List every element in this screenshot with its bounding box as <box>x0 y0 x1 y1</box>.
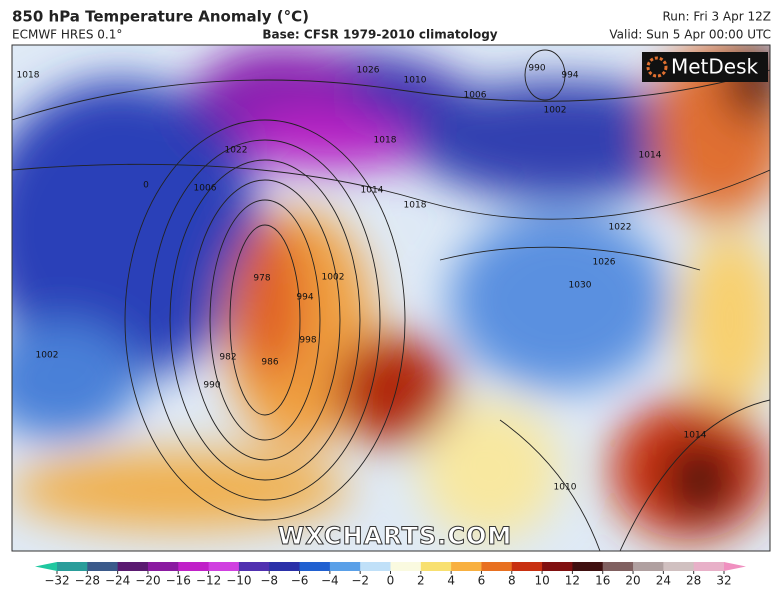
colorbar-tick-label: −20 <box>135 574 160 588</box>
isobars <box>12 49 770 551</box>
colorbar-tick-label: 0 <box>387 574 395 588</box>
colorbar-segment <box>693 562 725 571</box>
isobar-label: 982 <box>219 353 236 363</box>
isobar-label: 990 <box>203 381 220 391</box>
isobar-label: 994 <box>296 293 313 303</box>
colorbar-tick-label: −10 <box>226 574 251 588</box>
colorbar-tick-label: −32 <box>44 574 69 588</box>
map-frame <box>11 44 771 552</box>
isobar-label: 0 <box>143 181 149 191</box>
colorbar: −32 −28 −24 −20 −16 −12 −10 −8 −6 −4 −2 0 2 4 6 8 10 12 16… <box>35 562 746 588</box>
colorbar-segment <box>178 562 210 571</box>
isobar-label: 1026 <box>593 258 616 268</box>
colorbar-tick-label: −28 <box>75 574 100 588</box>
colorbar-segment <box>57 562 88 571</box>
base: Base: CFSR 1979-2010 climatology <box>262 28 497 42</box>
isobar-label: 1022 <box>609 223 632 233</box>
colorbar-segment <box>360 562 391 571</box>
colorbar-segment <box>663 562 695 571</box>
colorbar-tick-label: 28 <box>686 574 701 588</box>
isobar-label: 1014 <box>361 186 384 196</box>
colorbar-segment <box>481 562 513 571</box>
isobar-label: 1018 <box>404 201 427 211</box>
colorbar-segment <box>451 562 482 571</box>
colorbar-over <box>724 562 746 571</box>
isobar-label: 978 <box>253 274 270 284</box>
watermark: WXCHARTS.COM <box>278 522 512 550</box>
isobar-label: 1018 <box>17 71 40 81</box>
isobar-label: 1026 <box>357 66 380 76</box>
isobar-label: 1018 <box>374 136 397 146</box>
isobar-label: 1006 <box>464 91 487 101</box>
colorbar-segment <box>238 562 270 571</box>
model: ECMWF HRES 0.1° <box>12 28 122 42</box>
colorbar-segment <box>208 562 240 571</box>
valid: Valid: Sun 5 Apr 00:00 UTC <box>609 28 771 42</box>
colorbar-tick-label: 20 <box>625 574 640 588</box>
colorbar-tick-label: −4 <box>321 574 339 588</box>
colorbar-tick-label: −12 <box>196 574 221 588</box>
colorbar-segment <box>602 562 634 571</box>
colorbar-tick-label: −6 <box>291 574 309 588</box>
colorbar-tick-label: −2 <box>351 574 369 588</box>
colorbar-segment <box>87 562 119 571</box>
colorbar-segment <box>572 562 604 571</box>
isobar-label: 1010 <box>554 483 577 493</box>
run: Run: Fri 3 Apr 12Z <box>663 10 772 24</box>
isobar-label: 1002 <box>322 273 345 283</box>
isobar-label: 1010 <box>404 76 427 86</box>
colorbar-segment <box>329 562 361 571</box>
logo-box <box>642 52 768 82</box>
map <box>12 45 770 551</box>
isobar-label: 1002 <box>36 351 59 361</box>
colorbar-segment <box>299 562 331 571</box>
colorbar-tick-label: −24 <box>105 574 130 588</box>
colorbar-segment <box>420 562 452 571</box>
colorbar-tick-label: 10 <box>534 574 549 588</box>
colorbar-segment <box>542 562 573 571</box>
colorbar-tick-label: −8 <box>260 574 278 588</box>
colorbar-tick-label: 32 <box>716 574 731 588</box>
colorbar-tick-label: 12 <box>565 574 580 588</box>
colorbar-under <box>35 562 57 571</box>
isobar-label: 998 <box>299 336 316 346</box>
isobar-label: 1030 <box>569 281 592 291</box>
logo: MetDesk <box>671 55 759 79</box>
isobar-label: 1006 <box>194 184 217 194</box>
logo-icon <box>646 56 668 78</box>
isobar-label: 1022 <box>225 146 248 156</box>
isobar-label: 1002 <box>544 106 567 116</box>
isobar-label: 994 <box>561 71 578 81</box>
colorbar-segment <box>269 562 301 571</box>
isobar-label: 986 <box>261 358 278 368</box>
colorbar-segment <box>633 562 664 571</box>
isobar-label: 1014 <box>684 431 707 441</box>
colorbar-tick-label: 8 <box>508 574 516 588</box>
colorbar-tick-label: 16 <box>595 574 610 588</box>
colorbar-tick-label: 24 <box>656 574 671 588</box>
isobar-label: 1014 <box>639 151 662 161</box>
colorbar-segment <box>511 562 543 571</box>
colorbar-segment <box>117 562 149 571</box>
colorbar-tick-label: 4 <box>447 574 455 588</box>
colorbar-segment <box>390 562 422 571</box>
colorbar-tick-label: 6 <box>478 574 486 588</box>
title: 850 hPa Temperature Anomaly (°C) <box>12 8 309 26</box>
colorbar-tick-label: −16 <box>166 574 191 588</box>
isobar-label: 990 <box>528 64 545 74</box>
colorbar-segment <box>147 562 179 571</box>
colorbar-tick-label: 2 <box>417 574 425 588</box>
